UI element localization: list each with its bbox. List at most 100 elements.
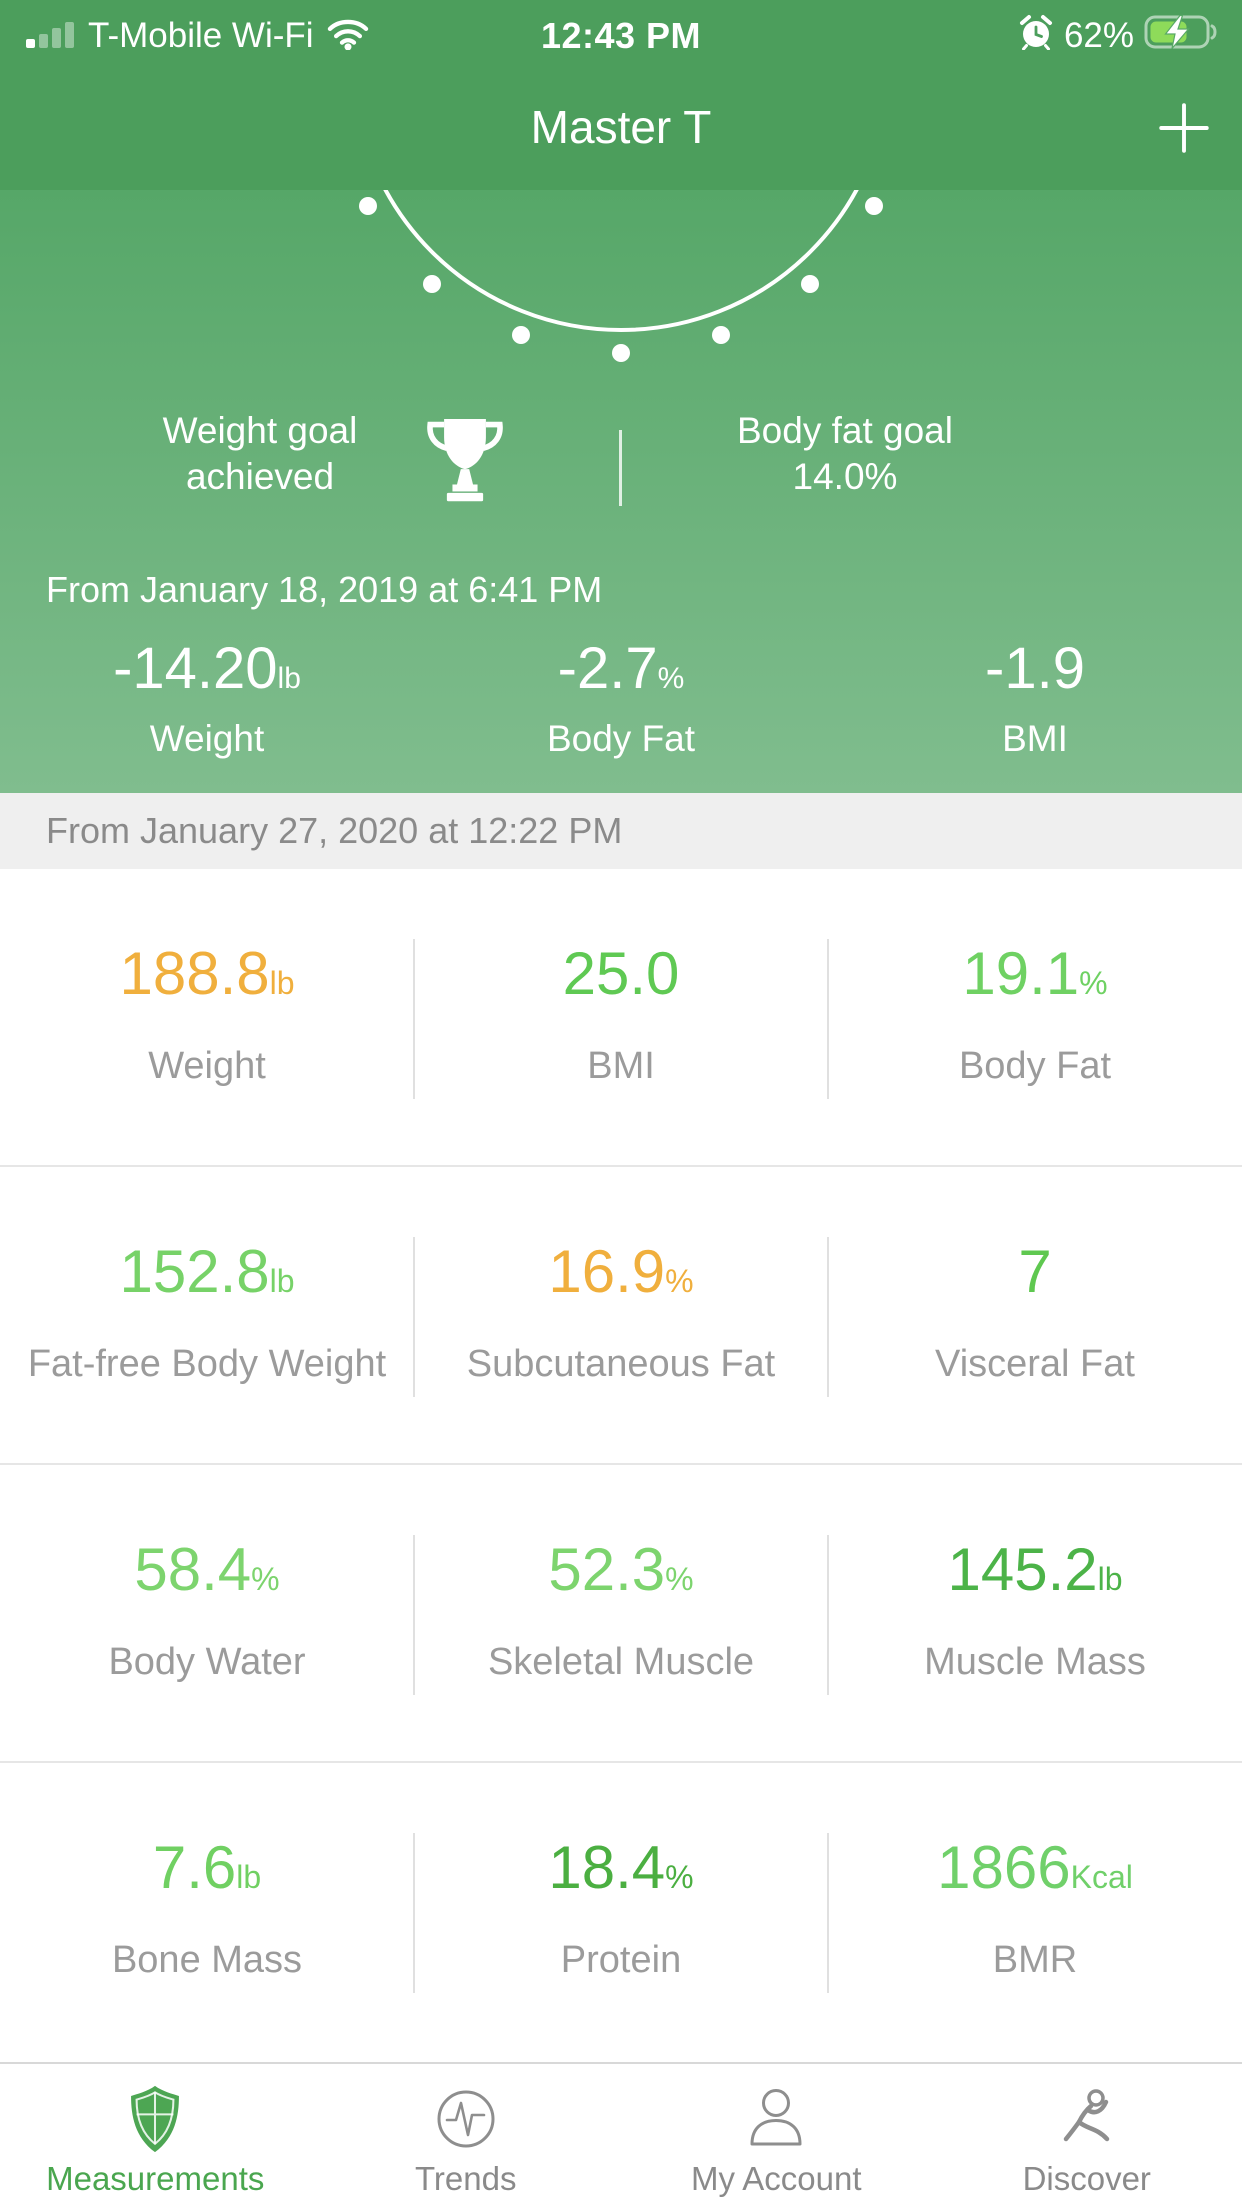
measurement-label: Skeletal Muscle (487, 1641, 755, 1683)
tab-measurements[interactable]: Measurements (0, 2064, 311, 2208)
measurement-label: Weight (148, 1045, 266, 1087)
weight-goal-line2: achieved (185, 456, 335, 497)
stretching-person-icon (1055, 2084, 1119, 2154)
alarm-clock-icon (1018, 14, 1054, 59)
measurement-value: 19.1 (962, 940, 1080, 1007)
measurement-label: Muscle Mass (924, 1641, 1146, 1683)
measurement-unit: % (1079, 965, 1108, 1001)
measurement-value: 52.3 (548, 1536, 666, 1603)
pulse-circle-icon (434, 2084, 498, 2154)
progress-since-caption: From January 18, 2019 at 6:41 PM (46, 569, 603, 610)
status-right: 62% (1018, 12, 1220, 60)
measurement-value: 188.8 (119, 940, 270, 1007)
tab-discover[interactable]: Discover (932, 2064, 1242, 2208)
measurement-label: Protein (560, 1939, 682, 1981)
current-reading-caption: From January 27, 2020 at 12:22 PM (46, 810, 623, 851)
measurement-cell-bmr[interactable]: 1866Kcal BMR (827, 1763, 1242, 2061)
signal-bars-icon (26, 18, 76, 55)
goal-divider (619, 430, 622, 506)
measurement-cell-fat-free-weight[interactable]: 152.8lb Fat-free Body Weight (0, 1167, 414, 1463)
delta-weight-value: -14.20 (113, 636, 278, 701)
weight-goal-line1: Weight goal (162, 410, 358, 451)
measurement-grid: 188.8lb Weight 25.0 BMI 19.1% Body Fat 1… (0, 869, 1242, 2061)
measurement-label: Bone Mass (111, 1939, 303, 1981)
measurement-cell-skeletal-muscle[interactable]: 52.3% Skeletal Muscle (413, 1465, 828, 1761)
body-fat-goal-line1: Body fat goal (737, 410, 953, 451)
delta-weight-unit: lb (277, 662, 301, 695)
plus-icon (1158, 103, 1210, 158)
measurement-unit: % (665, 1859, 694, 1895)
measurement-label: Fat-free Body Weight (27, 1343, 387, 1385)
trophy-icon (420, 412, 510, 509)
delta-body-fat-unit: % (657, 662, 685, 695)
measurement-cell-protein[interactable]: 18.4% Protein (413, 1763, 828, 2061)
goal-gauge-arc (359, 190, 883, 362)
status-time: 12:43 PM (540, 15, 702, 56)
measurement-value: 145.2 (947, 1536, 1098, 1603)
add-measurement-button[interactable] (1158, 102, 1210, 154)
header: T-Mobile Wi-Fi 12:43 PM (0, 0, 1242, 190)
measurement-cell-body-water[interactable]: 58.4% Body Water (0, 1465, 414, 1761)
tab-label-discover: Discover (1022, 2160, 1151, 2197)
measurement-value: 7 (1018, 1238, 1052, 1305)
delta-weight-label: Weight (149, 718, 265, 759)
measurement-value: 18.4 (548, 1834, 666, 1901)
measurement-unit: Kcal (1070, 1859, 1133, 1895)
measurement-label: Visceral Fat (935, 1343, 1135, 1385)
person-icon (744, 2084, 808, 2154)
measurement-row: 188.8lb Weight 25.0 BMI 19.1% Body Fat (0, 869, 1242, 1167)
status-bar: T-Mobile Wi-Fi 12:43 PM (0, 12, 1242, 60)
delta-bmi-value: -1.9 (985, 636, 1085, 701)
delta-body-fat-label: Body Fat (546, 718, 696, 759)
measurement-unit: lb (269, 965, 295, 1001)
wifi-icon (326, 17, 370, 55)
measurement-cell-subcutaneous-fat[interactable]: 16.9% Subcutaneous Fat (413, 1167, 828, 1463)
measurement-cell-bone-mass[interactable]: 7.6lb Bone Mass (0, 1763, 414, 2061)
status-left: T-Mobile Wi-Fi (26, 12, 370, 60)
measurement-cell-body-fat[interactable]: 19.1% Body Fat (827, 869, 1242, 1165)
tab-my-account[interactable]: My Account (621, 2064, 932, 2208)
delta-weight: -14.20lb Weight (0, 634, 414, 762)
measurement-cell-visceral-fat[interactable]: 7 Visceral Fat (827, 1167, 1242, 1463)
measurement-cell-bmi[interactable]: 25.0 BMI (413, 869, 828, 1165)
measurement-value: 7.6 (152, 1834, 237, 1901)
shield-icon (124, 2084, 186, 2154)
measurement-cell-muscle-mass[interactable]: 145.2lb Muscle Mass (827, 1465, 1242, 1761)
measurement-cell-weight[interactable]: 188.8lb Weight (0, 869, 414, 1165)
measurement-label: BMR (992, 1939, 1078, 1981)
body-fat-goal-value: 14.0% (792, 456, 898, 497)
measurement-label: Body Fat (958, 1045, 1112, 1087)
delta-bmi-label: BMI (1002, 718, 1068, 759)
hero-summary: Weight goal achieved Body fat goal 14.0%… (0, 190, 1242, 793)
delta-bmi: -1.9 BMI (828, 634, 1242, 762)
body-fat-goal: Body fat goal 14.0% (655, 408, 1035, 500)
weight-goal-status: Weight goal achieved (90, 408, 430, 500)
progress-deltas: -14.20lb Weight -2.7% Body Fat -1.9 BMI (0, 634, 1242, 762)
measurement-row: 58.4% Body Water 52.3% Skeletal Muscle 1… (0, 1465, 1242, 1763)
tab-label-measurements: Measurements (46, 2160, 265, 2197)
page-title: Master T (530, 101, 712, 153)
tab-label-trends: Trends (415, 2160, 517, 2197)
delta-body-fat: -2.7% Body Fat (414, 634, 828, 762)
measurement-unit: % (665, 1263, 694, 1299)
measurement-value: 58.4 (134, 1536, 252, 1603)
measurement-row: 152.8lb Fat-free Body Weight 16.9% Subcu… (0, 1167, 1242, 1465)
measurement-value: 1866 (937, 1834, 1071, 1901)
measurement-unit: lb (269, 1263, 295, 1299)
measurement-value: 152.8 (119, 1238, 270, 1305)
measurement-label: BMI (587, 1045, 655, 1087)
measurement-value: 25.0 (562, 940, 680, 1007)
measurement-label: Body Water (108, 1641, 306, 1683)
current-reading-caption-bar: From January 27, 2020 at 12:22 PM (0, 793, 1242, 869)
tab-trends[interactable]: Trends (311, 2064, 622, 2208)
battery-charging-icon (1144, 14, 1220, 59)
delta-body-fat-value: -2.7 (557, 636, 658, 701)
measurement-row: 7.6lb Bone Mass 18.4% Protein 1866Kcal B… (0, 1763, 1242, 2061)
carrier-label: T-Mobile Wi-Fi (88, 16, 314, 55)
measurement-value: 16.9 (548, 1238, 666, 1305)
battery-percent-label: 62% (1063, 16, 1134, 55)
tab-bar: Measurements Trends My Account (0, 2062, 1242, 2208)
measurement-unit: lb (1097, 1561, 1123, 1597)
tab-label-my-account: My Account (690, 2160, 862, 2197)
